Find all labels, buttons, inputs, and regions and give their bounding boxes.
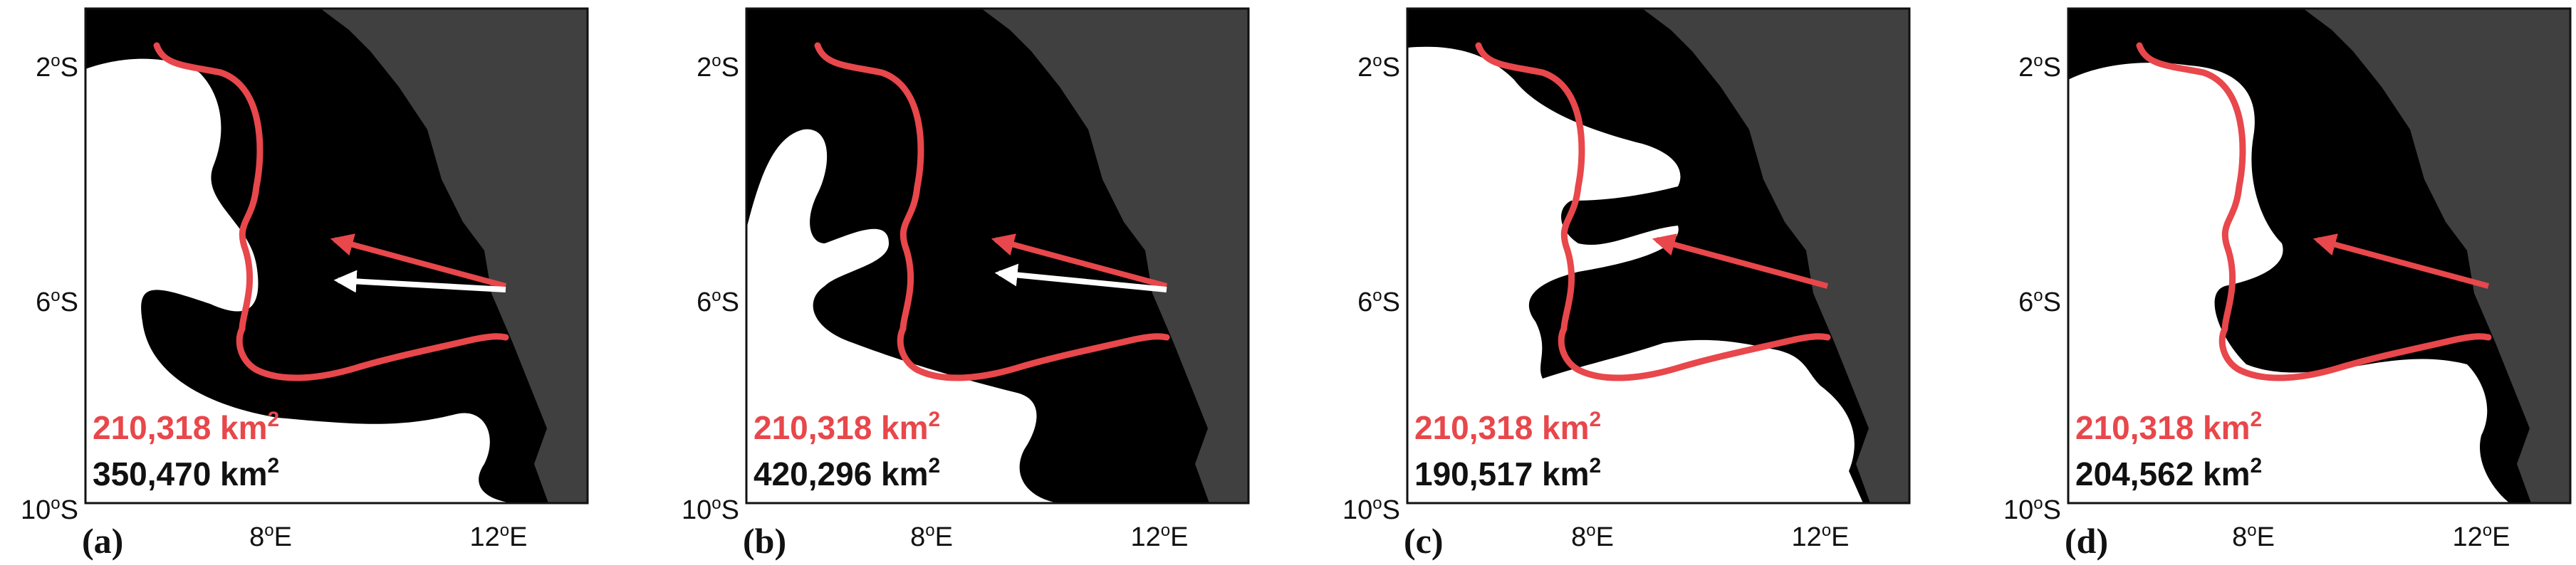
map-panel-a: 210,318 km2 350,470 km2 (a) 2oS 6oS 10oS…: [21, 7, 589, 561]
red-area-label: 210,318 km2: [93, 408, 279, 446]
red-flow-arrow: [2312, 233, 2490, 289]
panel-frame: [84, 7, 589, 505]
land-mass: [2303, 9, 2570, 503]
observed-plume-contour: [2136, 42, 2492, 381]
black-area-label: 420,296 km2: [753, 454, 940, 492]
lat-tick-2s: 2oS: [1357, 51, 1400, 83]
land-mass: [320, 9, 588, 503]
lat-tick-2s: 2oS: [36, 51, 78, 83]
lat-tick-6s: 6oS: [2018, 286, 2061, 317]
lat-tick-10s: 10oS: [682, 494, 739, 525]
red-flow-arrow: [1652, 233, 1829, 289]
red-flow-arrow: [330, 233, 507, 289]
lon-axis-ticks: 8oE 12oE: [1571, 521, 1849, 552]
red-area-label: 210,318 km2: [753, 408, 940, 446]
observed-plume-contour: [814, 42, 1170, 381]
lat-tick-2s: 2oS: [2018, 51, 2061, 83]
land-mass: [981, 9, 1248, 503]
red-flow-arrow: [991, 233, 1168, 289]
lon-tick-12e: 12oE: [470, 521, 528, 552]
lon-tick-8e: 8oE: [1571, 521, 1614, 552]
red-area-label: 210,318 km2: [1414, 408, 1601, 446]
plume-region: [1407, 46, 1863, 503]
panel-label: (a): [82, 521, 123, 561]
lon-tick-12e: 12oE: [1792, 521, 1850, 552]
plume-region: [85, 58, 513, 503]
red-area-label: 210,318 km2: [2075, 408, 2262, 446]
lat-tick-2s: 2oS: [697, 51, 739, 83]
lon-tick-8e: 8oE: [249, 521, 292, 552]
lat-tick-6s: 6oS: [1357, 286, 1400, 317]
map-panel-d: 210,318 km2 204,562 km2 (d) 2oS 6oS 10oS…: [2003, 7, 2572, 561]
plume-region: [2068, 63, 2510, 503]
map-panel-c: 210,318 km2 190,517 km2 (c) 2oS 6oS 10oS…: [1342, 7, 1911, 561]
lat-axis-ticks: 2oS 6oS 10oS: [682, 51, 739, 525]
lat-tick-10s: 10oS: [1342, 494, 1400, 525]
observed-plume-contour: [153, 42, 509, 381]
black-area-label: 190,517 km2: [1414, 454, 1601, 492]
lon-axis-ticks: 8oE 12oE: [249, 521, 527, 552]
panel-label: (c): [1404, 521, 1444, 561]
plume-region: [746, 129, 1060, 503]
lon-tick-12e: 12oE: [2453, 521, 2510, 552]
panel-frame: [2067, 7, 2572, 505]
observed-plume-contour: [1475, 42, 1831, 381]
lat-tick-10s: 10oS: [2003, 494, 2061, 525]
land-mass: [1642, 9, 1909, 503]
panel-frame: [745, 7, 1250, 505]
lon-tick-8e: 8oE: [2232, 521, 2275, 552]
lat-tick-10s: 10oS: [21, 494, 78, 525]
white-flow-arrow: [994, 263, 1167, 292]
lon-tick-12e: 12oE: [1131, 521, 1189, 552]
lat-axis-ticks: 2oS 6oS 10oS: [1342, 51, 1400, 525]
lat-axis-ticks: 2oS 6oS 10oS: [21, 51, 78, 525]
lat-tick-6s: 6oS: [36, 286, 78, 317]
lon-axis-ticks: 8oE 12oE: [2232, 521, 2510, 552]
black-area-label: 204,562 km2: [2075, 454, 2262, 492]
black-area-label: 350,470 km2: [93, 454, 279, 492]
map-panel-b: 210,318 km2 420,296 km2 (b) 2oS 6oS 10oS…: [682, 7, 1250, 561]
lat-tick-6s: 6oS: [697, 286, 739, 317]
panel-frame: [1406, 7, 1911, 505]
lon-axis-ticks: 8oE 12oE: [910, 521, 1188, 552]
white-flow-arrow: [333, 270, 506, 293]
panel-label: (b): [743, 521, 786, 561]
panel-label: (d): [2065, 521, 2108, 561]
lon-tick-8e: 8oE: [910, 521, 953, 552]
lat-axis-ticks: 2oS 6oS 10oS: [2003, 51, 2061, 525]
